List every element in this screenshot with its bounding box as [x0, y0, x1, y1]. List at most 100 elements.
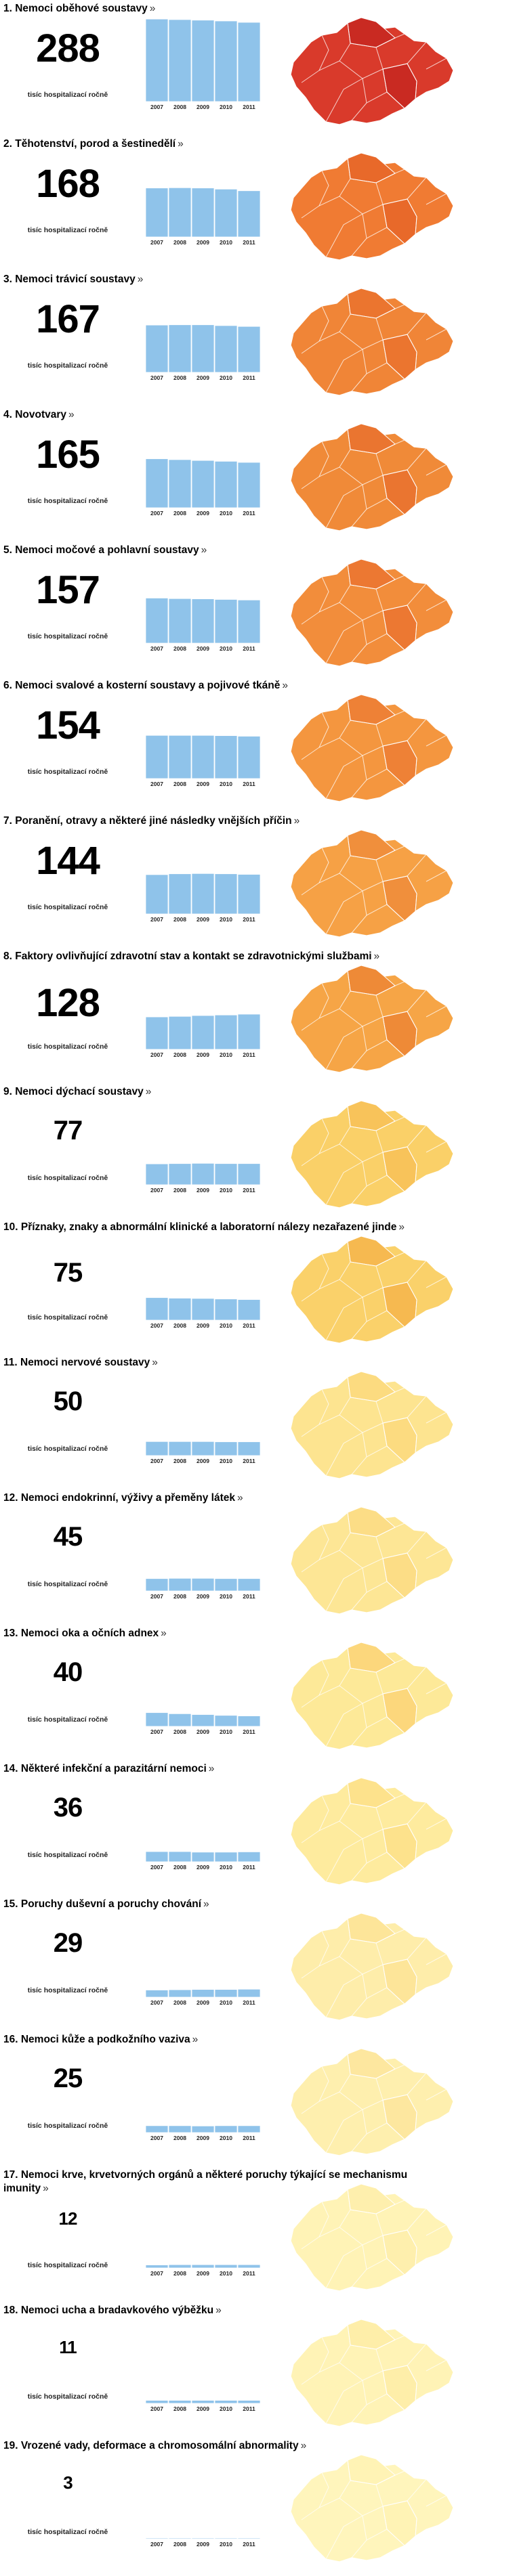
more-link-icon[interactable]: » [145, 1086, 152, 1097]
bar-2007[interactable] [145, 458, 169, 508]
bar-2010[interactable] [214, 20, 238, 102]
bar-2008[interactable] [168, 324, 192, 373]
chart-title[interactable]: 2. Těhotenství, porod a šestinedělí» [3, 137, 437, 151]
bar-2008[interactable] [168, 735, 192, 779]
bar-2011[interactable] [237, 1013, 261, 1050]
bar-2010[interactable] [214, 460, 238, 508]
bar-2009[interactable] [191, 188, 215, 238]
bar-2009[interactable] [191, 1852, 215, 1862]
chart-title[interactable]: 11. Nemoci nervové soustavy» [3, 1356, 437, 1370]
bar-2010[interactable] [214, 1441, 238, 1456]
bar-2011[interactable] [237, 1716, 261, 1727]
bar-2008[interactable] [168, 873, 192, 915]
bar-2011[interactable] [237, 1441, 261, 1456]
bar-2009[interactable] [191, 1577, 215, 1592]
more-link-icon[interactable]: » [373, 951, 380, 962]
more-link-icon[interactable]: » [137, 274, 144, 285]
bar-2010[interactable] [214, 2400, 238, 2404]
bar-2009[interactable] [191, 2537, 215, 2539]
bar-2010[interactable] [214, 1715, 238, 1727]
bar-2011[interactable] [237, 462, 261, 508]
chart-title[interactable]: 9. Nemoci dýchací soustavy» [3, 1085, 437, 1099]
more-link-icon[interactable]: » [161, 1628, 167, 1639]
bar-2009[interactable] [191, 598, 215, 644]
bar-2008[interactable] [168, 1163, 192, 1185]
chart-title[interactable]: 12. Nemoci endokrinní, výživy a přeměny … [3, 1491, 437, 1505]
bar-2011[interactable] [237, 599, 261, 644]
bar-2010[interactable] [214, 873, 238, 915]
bar-2007[interactable] [145, 1851, 169, 1862]
more-link-icon[interactable]: » [149, 3, 156, 14]
chart-title[interactable]: 14. Některé infekční a parazitární nemoc… [3, 1762, 437, 1776]
bar-2009[interactable] [191, 2264, 215, 2269]
chart-title[interactable]: 5. Nemoci močové a pohlavní soustavy» [3, 544, 437, 557]
bar-2007[interactable] [145, 2265, 169, 2269]
bar-2007[interactable] [145, 188, 169, 238]
chart-title[interactable]: 19. Vrozené vady, deformace a chromosomá… [3, 2439, 437, 2453]
bar-2007[interactable] [145, 735, 169, 779]
chart-title[interactable]: 15. Poruchy duševní a poruchy chování» [3, 1898, 437, 1911]
bar-2010[interactable] [214, 599, 238, 644]
bar-2011[interactable] [237, 2400, 261, 2404]
chart-title[interactable]: 8. Faktory ovlivňující zdravotní stav a … [3, 950, 437, 963]
bar-2008[interactable] [168, 19, 192, 102]
bar-2007[interactable] [145, 1712, 169, 1727]
bar-2010[interactable] [214, 735, 238, 779]
bar-2009[interactable] [191, 1441, 215, 1456]
bar-2009[interactable] [191, 873, 215, 915]
more-link-icon[interactable]: » [293, 815, 300, 827]
chart-title[interactable]: 4. Novotvary» [3, 408, 437, 422]
bar-2008[interactable] [168, 1577, 192, 1592]
bar-2010[interactable] [214, 2537, 238, 2539]
bar-2011[interactable] [237, 2537, 261, 2539]
bar-2008[interactable] [168, 1713, 192, 1727]
bar-2011[interactable] [237, 1988, 261, 1998]
chart-title[interactable]: 6. Nemoci svalové a kosterní soustavy a … [3, 679, 437, 693]
bar-2009[interactable] [191, 1714, 215, 1727]
bar-2010[interactable] [214, 1163, 238, 1185]
bar-2008[interactable] [168, 1298, 192, 1321]
bar-2008[interactable] [168, 2125, 192, 2133]
bar-2007[interactable] [145, 1578, 169, 1592]
bar-2007[interactable] [145, 1990, 169, 1998]
more-link-icon[interactable]: » [203, 1898, 209, 1910]
bar-2007[interactable] [145, 324, 169, 373]
bar-2010[interactable] [214, 1298, 238, 1321]
more-link-icon[interactable]: » [68, 409, 75, 420]
bar-2011[interactable] [237, 22, 261, 102]
bar-2008[interactable] [168, 1851, 192, 1862]
bar-2010[interactable] [214, 1852, 238, 1862]
chart-title[interactable]: 3. Nemoci trávicí soustavy» [3, 273, 437, 286]
bar-2011[interactable] [237, 1851, 261, 1862]
bar-2007[interactable] [145, 2125, 169, 2133]
more-link-icon[interactable]: » [192, 2034, 199, 2045]
more-link-icon[interactable]: » [152, 1357, 158, 1368]
bar-2010[interactable] [214, 1014, 238, 1050]
bar-2011[interactable] [237, 2264, 261, 2269]
more-link-icon[interactable]: » [208, 1763, 215, 1774]
bar-2009[interactable] [191, 1162, 215, 1185]
bar-2010[interactable] [214, 1578, 238, 1592]
bar-2007[interactable] [145, 1163, 169, 1185]
bar-2007[interactable] [145, 1016, 169, 1050]
bar-2011[interactable] [237, 1163, 261, 1185]
bar-2011[interactable] [237, 1578, 261, 1592]
more-link-icon[interactable]: » [237, 1492, 243, 1504]
bar-2009[interactable] [191, 1989, 215, 1998]
more-link-icon[interactable]: » [201, 544, 207, 556]
bar-2011[interactable] [237, 326, 261, 373]
bar-2010[interactable] [214, 325, 238, 373]
bar-2008[interactable] [168, 1441, 192, 1456]
bar-2011[interactable] [237, 2125, 261, 2133]
chart-title[interactable]: 1. Nemoci oběhové soustavy» [3, 2, 437, 16]
bar-2007[interactable] [145, 2400, 169, 2404]
more-link-icon[interactable]: » [282, 680, 288, 691]
chart-title[interactable]: 7. Poranění, otravy a některé jiné násle… [3, 814, 437, 828]
bar-2009[interactable] [191, 1298, 215, 1321]
bar-2009[interactable] [191, 1015, 215, 1050]
bar-2009[interactable] [191, 735, 215, 779]
bar-2010[interactable] [214, 2264, 238, 2269]
bar-2007[interactable] [145, 1297, 169, 1321]
bar-2009[interactable] [191, 20, 215, 102]
bar-2011[interactable] [237, 736, 261, 779]
